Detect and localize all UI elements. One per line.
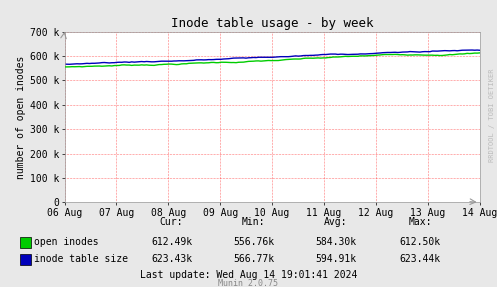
Title: Inode table usage - by week: Inode table usage - by week: [171, 18, 373, 30]
Text: Cur:: Cur:: [160, 217, 183, 227]
Text: inode table size: inode table size: [34, 255, 128, 264]
Text: open inodes: open inodes: [34, 237, 98, 247]
Text: Last update: Wed Aug 14 19:01:41 2024: Last update: Wed Aug 14 19:01:41 2024: [140, 269, 357, 280]
Text: 566.77k: 566.77k: [233, 255, 274, 264]
Text: 623.43k: 623.43k: [151, 255, 192, 264]
Text: Min:: Min:: [242, 217, 265, 227]
Y-axis label: number of open inodes: number of open inodes: [15, 55, 25, 179]
Text: 612.50k: 612.50k: [400, 237, 440, 247]
Text: 556.76k: 556.76k: [233, 237, 274, 247]
Text: 584.30k: 584.30k: [315, 237, 356, 247]
Text: Avg:: Avg:: [324, 217, 347, 227]
Text: Munin 2.0.75: Munin 2.0.75: [219, 279, 278, 287]
Text: Max:: Max:: [408, 217, 432, 227]
Text: 612.49k: 612.49k: [151, 237, 192, 247]
Text: RRDTOOL / TOBI OETIKER: RRDTOOL / TOBI OETIKER: [489, 68, 495, 162]
Text: 623.44k: 623.44k: [400, 255, 440, 264]
Text: 594.91k: 594.91k: [315, 255, 356, 264]
